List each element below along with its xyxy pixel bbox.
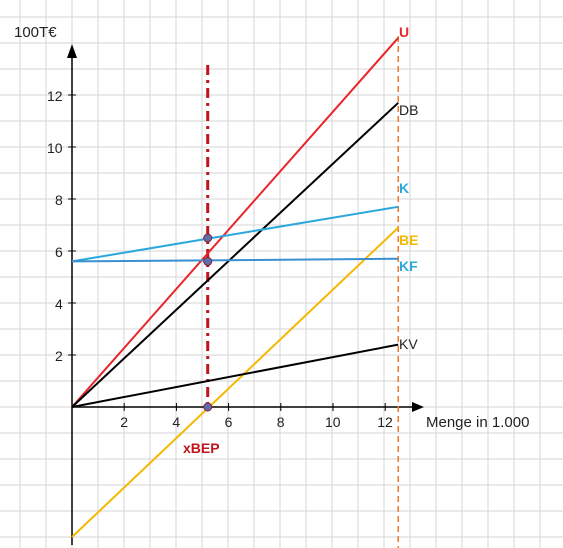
- x-tick-label: 8: [277, 414, 285, 430]
- series-line-db: [71, 102, 399, 408]
- y-tick-label: 4: [55, 296, 63, 312]
- series-line-kf: [71, 257, 399, 263]
- axes: [67, 44, 424, 545]
- series-label-k: K: [399, 180, 409, 196]
- series-label-kf: KF: [399, 258, 418, 274]
- y-tick-label: 2: [55, 348, 63, 364]
- x-axis-label: Menge in 1.000: [426, 414, 529, 431]
- break-even-label: xBEP: [183, 440, 220, 456]
- y-axis-label: 100T€: [14, 24, 57, 41]
- x-tick-label: 12: [377, 414, 393, 430]
- x-tick-label: 2: [120, 414, 128, 430]
- y-tick-label: 10: [47, 140, 63, 156]
- series-line-u: [71, 37, 399, 408]
- intersection-marker: [203, 233, 213, 243]
- y-tick-label: 6: [55, 244, 63, 260]
- series-line-be: [71, 226, 399, 538]
- series-label-be: BE: [399, 232, 418, 248]
- y-tick-label: 8: [55, 192, 63, 208]
- series-label-db: DB: [399, 102, 418, 118]
- x-tick-label: 6: [225, 414, 233, 430]
- series-line-k: [71, 205, 399, 263]
- intersection-marker: [203, 402, 213, 412]
- x-tick-label: 10: [325, 414, 341, 430]
- y-axis-arrow: [67, 44, 77, 58]
- series-lines: [71, 36, 399, 548]
- series-line-kv: [71, 343, 399, 408]
- series-label-kv: KV: [399, 336, 418, 352]
- series-label-u: U: [399, 24, 409, 40]
- y-tick-label: 12: [47, 88, 63, 104]
- markers: [203, 233, 213, 412]
- x-tick-label: 4: [172, 414, 180, 430]
- x-axis-arrow: [412, 402, 424, 412]
- labels: 2 4 6 8 10 12 2 4 6 8 10 12 100T€ Menge in 1.000 U DB K B…: [14, 24, 529, 456]
- intersection-marker: [203, 256, 213, 266]
